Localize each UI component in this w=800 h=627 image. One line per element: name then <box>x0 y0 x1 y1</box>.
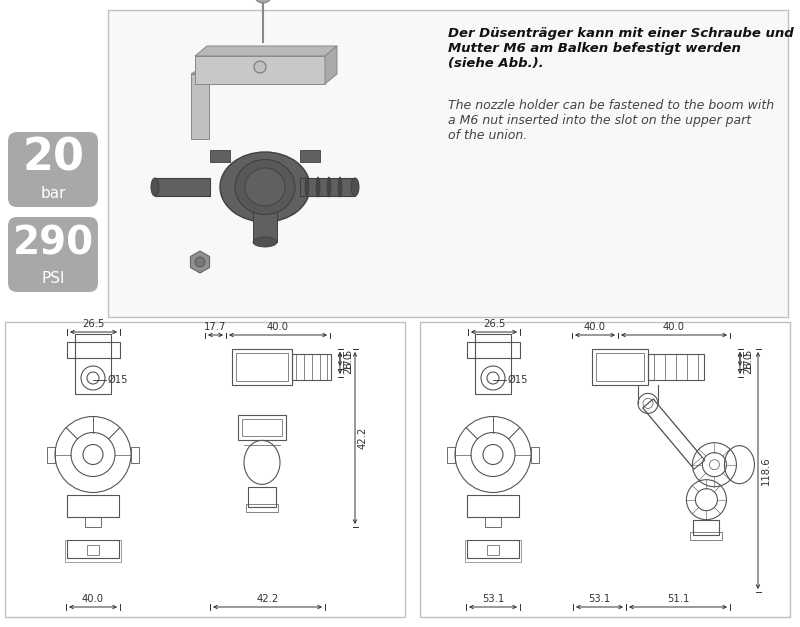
Polygon shape <box>191 67 221 74</box>
Bar <box>292 354 331 380</box>
Ellipse shape <box>305 177 309 197</box>
Text: 28.0: 28.0 <box>343 352 353 374</box>
FancyBboxPatch shape <box>8 217 98 292</box>
Polygon shape <box>191 74 209 139</box>
Text: 40.0: 40.0 <box>663 322 685 332</box>
Text: 42.2: 42.2 <box>358 427 368 449</box>
Bar <box>108 10 788 317</box>
Bar <box>300 178 355 196</box>
Bar <box>246 504 278 512</box>
Bar <box>300 150 320 162</box>
Bar <box>65 539 121 562</box>
Text: 28.0: 28.0 <box>743 352 753 374</box>
Text: 53.1: 53.1 <box>482 594 504 604</box>
Bar <box>465 539 521 562</box>
Ellipse shape <box>316 177 320 197</box>
FancyBboxPatch shape <box>8 132 98 207</box>
Bar <box>447 446 455 463</box>
Text: 51.1: 51.1 <box>667 594 689 604</box>
Text: 17.5: 17.5 <box>743 348 753 370</box>
Bar <box>690 532 722 540</box>
Bar <box>5 322 405 617</box>
Bar <box>242 419 282 436</box>
Text: 118.6: 118.6 <box>761 456 771 485</box>
Bar <box>248 487 276 507</box>
Ellipse shape <box>151 178 159 196</box>
Text: bar: bar <box>40 186 66 201</box>
Text: 17.5: 17.5 <box>343 348 353 370</box>
Bar <box>236 353 288 381</box>
Text: The nozzle holder can be fastened to the boom with
a M6 nut inserted into the sl: The nozzle holder can be fastened to the… <box>448 99 774 142</box>
Bar <box>87 544 99 554</box>
Bar <box>466 342 519 358</box>
Ellipse shape <box>327 177 331 197</box>
Circle shape <box>195 257 205 267</box>
Bar <box>253 202 277 242</box>
Bar <box>47 446 55 463</box>
Text: 290: 290 <box>13 224 94 262</box>
Polygon shape <box>195 56 325 84</box>
Bar <box>75 334 111 394</box>
Circle shape <box>254 0 272 3</box>
Text: 53.1: 53.1 <box>588 594 610 604</box>
Text: 17.7: 17.7 <box>204 322 226 332</box>
Ellipse shape <box>235 159 295 214</box>
Polygon shape <box>325 46 337 84</box>
Circle shape <box>254 61 266 73</box>
Ellipse shape <box>351 178 359 196</box>
Bar <box>85 517 101 527</box>
Text: 40.0: 40.0 <box>584 322 606 332</box>
Bar <box>155 178 210 196</box>
Bar <box>210 150 230 162</box>
Ellipse shape <box>245 168 285 206</box>
Polygon shape <box>195 46 337 56</box>
Text: 42.2: 42.2 <box>256 594 278 604</box>
Bar <box>596 353 644 381</box>
Ellipse shape <box>338 177 342 197</box>
Ellipse shape <box>220 152 310 222</box>
Text: 20: 20 <box>22 137 84 180</box>
Bar <box>475 334 511 394</box>
Text: 40.0: 40.0 <box>267 322 289 332</box>
Bar <box>67 539 119 557</box>
Bar <box>467 495 519 517</box>
Bar <box>232 349 292 386</box>
Bar <box>238 416 286 440</box>
Text: 26.5: 26.5 <box>483 319 505 329</box>
Bar <box>485 517 501 527</box>
Text: Der Düsenträger kann mit einer Schraube und
Mutter M6 am Balken befestigt werden: Der Düsenträger kann mit einer Schraube … <box>448 27 794 70</box>
Text: 40.0: 40.0 <box>82 594 104 604</box>
Bar <box>467 539 519 557</box>
Text: Ø15: Ø15 <box>508 375 529 385</box>
Bar <box>694 520 719 535</box>
Text: 26.5: 26.5 <box>82 319 105 329</box>
Bar <box>531 446 539 463</box>
Bar <box>66 342 119 358</box>
Ellipse shape <box>253 237 277 247</box>
Bar <box>592 349 648 386</box>
Text: Ø15: Ø15 <box>108 375 129 385</box>
Bar <box>648 354 704 380</box>
Text: PSI: PSI <box>42 271 65 286</box>
Bar <box>487 544 499 554</box>
Bar <box>131 446 139 463</box>
Bar <box>420 322 790 617</box>
Bar <box>67 495 119 517</box>
